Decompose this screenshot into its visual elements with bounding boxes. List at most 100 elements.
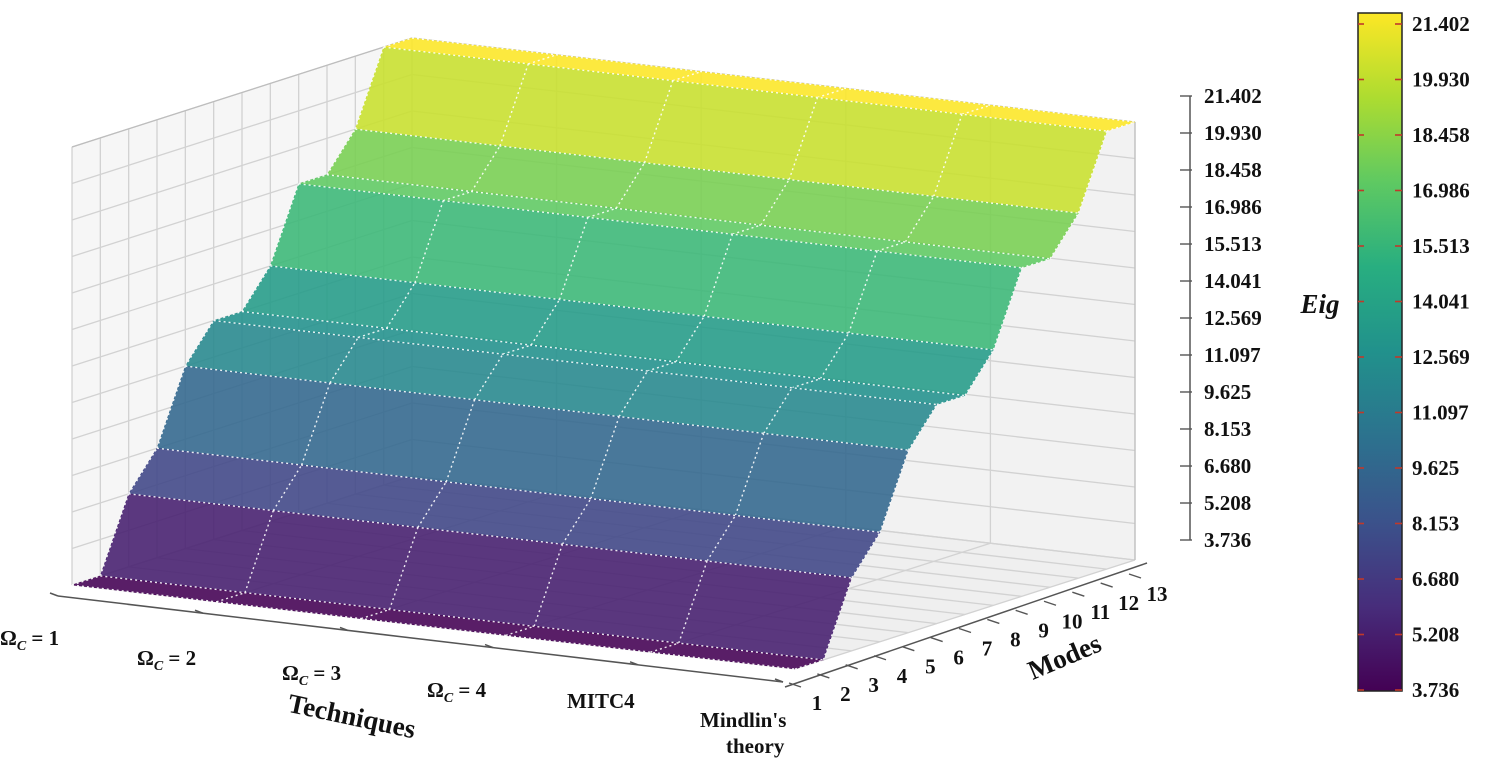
z-tick-label: 5.208 [1204, 491, 1251, 515]
x-tick-label-main: Mindlin's [700, 708, 786, 732]
mode-tick [1072, 591, 1085, 597]
surface-mode-line [355, 128, 1079, 214]
y-axis-title: Modes [1023, 628, 1105, 686]
colorbar-tick-label: 15.513 [1412, 234, 1470, 258]
surface-mode-line [213, 319, 937, 406]
colorbar-tick-label: 11.097 [1412, 400, 1469, 424]
x-tick [484, 643, 494, 649]
colorbar-tick-label: 21.402 [1412, 12, 1470, 36]
x-tick-label-main: Ω [282, 661, 299, 685]
mode-tick-label: 11 [1090, 600, 1110, 624]
x-tick-label-rest: = 2 [163, 646, 196, 670]
surface-wire [763, 387, 793, 434]
x-tick-label-rest: = 3 [308, 661, 341, 685]
mode-tick [987, 618, 1000, 625]
mode-tick-label: 8 [1010, 627, 1021, 651]
surface-mode-line [128, 493, 852, 579]
colorbar-tick-label: 5.208 [1412, 623, 1459, 647]
x-tick-label-rest: theory [726, 734, 785, 758]
mode-axis-line [784, 562, 1148, 688]
colorbar-tick-label: 18.458 [1412, 123, 1470, 147]
mode-tick-label: 1 [812, 691, 823, 715]
surface-wire [706, 515, 736, 562]
surface-wire [904, 195, 935, 243]
surface-mode-line [241, 310, 966, 397]
x-axis-line [57, 595, 784, 683]
surface-wire [760, 179, 790, 226]
x-tick-label: ΩC = 4 [427, 678, 487, 706]
mode-tick [958, 627, 972, 634]
mode-tick-label: 13 [1147, 582, 1168, 606]
mode-tick-label: 2 [840, 682, 851, 706]
colorbar-tick-label: 12.569 [1412, 345, 1470, 369]
z-tick-label: 14.041 [1204, 269, 1262, 293]
mode-tick [1128, 573, 1142, 579]
x-tick [194, 609, 204, 614]
z-tick-label: 8.153 [1204, 417, 1251, 441]
x-tick-label-main: Ω [427, 678, 444, 702]
x-tick [629, 661, 639, 666]
x-tick-label-rest: = 1 [26, 626, 59, 650]
x-axis-title: Techniques [285, 688, 418, 744]
colorbar-bar [1357, 12, 1403, 692]
surface-wire [241, 265, 271, 312]
z-tick-label: 6.680 [1204, 454, 1251, 478]
surface-wire [473, 353, 504, 401]
surface-mode-line [71, 584, 796, 670]
surface-wire [964, 349, 994, 396]
mode-tick [873, 655, 887, 661]
mode-tick [1043, 600, 1057, 606]
surface-wire [675, 315, 705, 363]
colorbar-tick-label: 8.153 [1412, 511, 1459, 535]
z-tick-label: 11.097 [1204, 343, 1261, 367]
mode-tick-label: 7 [982, 637, 993, 661]
surface-wire [417, 481, 447, 528]
colorbar-tick-label: 16.986 [1412, 178, 1470, 202]
z-axis-title: Eig [1299, 289, 1339, 319]
x-tick-label: ΩC = 3 [282, 661, 341, 689]
x-tick [49, 592, 59, 597]
z-tick-label: 15.513 [1204, 232, 1262, 256]
surface-mode-line [411, 37, 1136, 123]
x-tick-label: Mindlin's theory [700, 708, 786, 758]
x-tick-label: MITC4 [567, 689, 635, 713]
x-tick-label-sub: C [154, 659, 164, 674]
colorbar-tick-label: 9.625 [1412, 456, 1459, 480]
mode-tick [930, 636, 943, 643]
mode-tick-label: 3 [868, 673, 879, 697]
surface-wire [907, 404, 938, 451]
x-tick-label-main: MITC4 [567, 689, 635, 713]
z-tick-label: 16.986 [1204, 195, 1262, 219]
surface-wire [618, 370, 649, 417]
surface-mode-line [298, 183, 1022, 269]
mode-tick-label: 9 [1038, 618, 1049, 642]
surface-wire [471, 145, 501, 192]
surface-wire [326, 128, 356, 176]
colorbar-tick-label: 19.930 [1412, 67, 1470, 91]
x-tick-label-rest: = 4 [453, 678, 486, 702]
mode-tick [845, 664, 858, 670]
surface-wire [329, 337, 359, 384]
z-tick-label: 12.569 [1204, 306, 1262, 330]
surface-wire [561, 498, 592, 545]
mode-tick-label: 10 [1062, 609, 1083, 633]
surface-wire [128, 447, 158, 495]
surface-mode-line [326, 174, 1051, 260]
z-tick-label: 19.930 [1204, 121, 1262, 145]
x-tick [774, 678, 784, 683]
surface-mode-line [185, 365, 909, 451]
surface-mode-line [383, 46, 1107, 132]
mode-tick-label: 12 [1118, 591, 1139, 615]
mode-tick-label: 4 [897, 664, 908, 688]
surface-wire [615, 162, 646, 209]
surface-mode-line [270, 265, 994, 351]
surface-wire [851, 531, 881, 579]
surface [71, 37, 1136, 670]
mode-tick [902, 646, 915, 652]
mode-tick-label: 6 [953, 646, 964, 670]
surface-wire [530, 299, 561, 346]
colorbar: 3.736 5.208 6.680 8.153 9.625 11.097 12.569 14.… [1357, 12, 1470, 702]
mode-tick [1015, 609, 1028, 615]
